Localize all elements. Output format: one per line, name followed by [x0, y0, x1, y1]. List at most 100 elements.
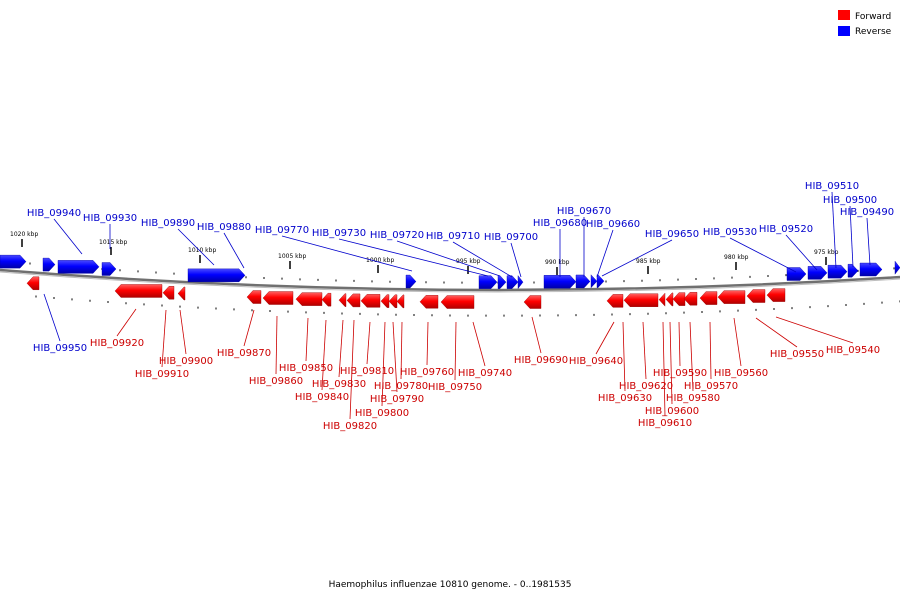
gene-label[interactable]: HIB_09860 — [249, 376, 303, 387]
legend-forward-swatch — [838, 10, 850, 20]
gene-label[interactable]: HIB_09530 — [703, 227, 757, 238]
gene-label[interactable]: HIB_09630 — [598, 393, 652, 404]
reverse-gene-feature[interactable] — [478, 275, 498, 289]
gene-label[interactable]: HIB_09540 — [826, 345, 880, 356]
gene-label[interactable]: HIB_09560 — [714, 368, 768, 379]
gene-label[interactable]: HIB_09780 — [374, 381, 428, 392]
gene-label[interactable]: HIB_09850 — [279, 363, 333, 374]
reverse-gene-feature[interactable] — [187, 268, 246, 283]
forward-gene-feature[interactable] — [321, 292, 332, 307]
gene-label[interactable]: HIB_09910 — [135, 369, 189, 380]
gene-label-connector — [689, 321, 694, 392]
gene-label[interactable]: HIB_09620 — [619, 381, 673, 392]
gene-label[interactable]: HIB_09710 — [426, 231, 480, 242]
forward-gene-feature[interactable] — [658, 292, 666, 307]
gene-label[interactable]: HIB_09660 — [586, 219, 640, 230]
forward-gene-feature[interactable] — [683, 292, 698, 306]
forward-gene-feature[interactable] — [114, 284, 163, 298]
gene-label[interactable]: HIB_09610 — [638, 418, 692, 429]
gene-label[interactable]: HIB_09950 — [33, 343, 87, 354]
reverse-gene-feature[interactable] — [786, 267, 807, 281]
reverse-gene-feature[interactable] — [57, 260, 100, 274]
gene-label[interactable]: HIB_09930 — [83, 213, 137, 224]
gene-label[interactable]: HIB_09720 — [370, 230, 424, 241]
scale-tick-label: 985 kbp — [636, 258, 661, 265]
gene-label[interactable]: HIB_09750 — [428, 382, 482, 393]
forward-gene-feature[interactable] — [388, 294, 398, 308]
gene-label[interactable]: HIB_09640 — [569, 356, 623, 367]
reverse-gene-feature[interactable] — [405, 274, 417, 289]
gene-label[interactable]: HIB_09590 — [653, 368, 707, 379]
reverse-gene-feature[interactable] — [543, 275, 577, 289]
gene-label[interactable]: HIB_09500 — [823, 195, 877, 206]
reverse-gene-feature[interactable] — [894, 260, 900, 275]
gene-label[interactable]: HIB_09740 — [458, 368, 512, 379]
gene-label[interactable]: HIB_09730 — [312, 228, 366, 239]
gene-label[interactable]: HIB_09700 — [484, 232, 538, 243]
forward-gene-feature[interactable] — [746, 289, 766, 303]
gene-label-connector — [662, 321, 666, 417]
reverse-gene-feature[interactable] — [497, 275, 507, 289]
forward-gene-feature[interactable] — [162, 286, 175, 300]
reverse-gene-feature[interactable] — [859, 262, 883, 277]
reverse-gene-feature[interactable] — [847, 263, 859, 278]
reverse-gene-feature[interactable] — [827, 264, 848, 279]
forward-gene-feature[interactable] — [606, 294, 624, 308]
reverse-gene-feature[interactable] — [101, 262, 117, 276]
forward-gene-feature[interactable] — [380, 294, 390, 308]
gene-label[interactable]: HIB_09510 — [805, 181, 859, 192]
gene-label[interactable]: HIB_09670 — [557, 206, 611, 217]
forward-gene-feature[interactable] — [246, 290, 262, 304]
gene-label[interactable]: HIB_09650 — [645, 229, 699, 240]
forward-gene-feature[interactable] — [295, 292, 323, 306]
scale-tick-label: 980 kbp — [724, 254, 749, 261]
gene-label[interactable]: HIB_09680 — [533, 218, 587, 229]
gene-label[interactable]: HIB_09770 — [255, 225, 309, 236]
gene-label[interactable]: HIB_09790 — [370, 394, 424, 405]
gene-label[interactable]: HIB_09810 — [340, 366, 394, 377]
forward-gene-feature[interactable] — [440, 295, 475, 309]
gene-label[interactable]: HIB_09840 — [295, 392, 349, 403]
forward-gene-feature[interactable] — [766, 288, 786, 302]
reverse-gene-feature[interactable] — [590, 274, 598, 289]
gene-label[interactable]: HIB_09690 — [514, 355, 568, 366]
gene-label[interactable]: HIB_09550 — [770, 349, 824, 360]
gene-label[interactable]: HIB_09520 — [759, 224, 813, 235]
forward-gene-feature[interactable] — [26, 276, 40, 290]
gene-label[interactable]: HIB_09490 — [840, 207, 894, 218]
reverse-gene-feature[interactable] — [42, 257, 56, 272]
reverse-gene-feature[interactable] — [807, 266, 828, 280]
gene-label[interactable]: HIB_09760 — [400, 367, 454, 378]
gene-label[interactable]: HIB_09800 — [355, 408, 409, 419]
forward-gene-feature[interactable] — [699, 291, 718, 305]
gene-label[interactable]: HIB_09570 — [684, 381, 738, 392]
gene-label[interactable]: HIB_09870 — [217, 348, 271, 359]
forward-gene-feature[interactable] — [665, 292, 674, 307]
reverse-gene-feature[interactable] — [517, 275, 524, 290]
gene-label[interactable]: HIB_09900 — [159, 356, 213, 367]
forward-gene-feature[interactable] — [177, 286, 186, 301]
gene-label[interactable]: HIB_09920 — [90, 338, 144, 349]
reverse-gene-feature[interactable] — [0, 254, 27, 269]
forward-gene-feature[interactable] — [262, 291, 294, 305]
gene-label[interactable]: HIB_09880 — [197, 222, 251, 233]
gene-label[interactable]: HIB_09580 — [666, 393, 720, 404]
forward-gene-feature[interactable] — [338, 293, 347, 307]
forward-gene-feature[interactable] — [672, 292, 686, 306]
gene-label[interactable]: HIB_09830 — [312, 379, 366, 390]
forward-gene-feature[interactable] — [419, 295, 439, 309]
gene-label[interactable]: HIB_09890 — [141, 218, 195, 229]
forward-gene-feature[interactable] — [717, 290, 746, 304]
forward-gene-feature[interactable] — [396, 294, 405, 309]
reverse-gene-feature[interactable] — [575, 274, 591, 289]
forward-gene-feature[interactable] — [360, 294, 381, 308]
forward-gene-feature[interactable] — [523, 295, 542, 309]
gene-label[interactable]: HIB_09940 — [27, 208, 81, 219]
gene-label-connector — [831, 191, 837, 269]
reverse-gene-feature[interactable] — [506, 275, 519, 289]
forward-gene-feature[interactable] — [346, 293, 361, 308]
reverse-gene-feature[interactable] — [596, 274, 605, 288]
forward-gene-feature[interactable] — [623, 293, 659, 307]
gene-label[interactable]: HIB_09600 — [645, 406, 699, 417]
gene-label[interactable]: HIB_09820 — [323, 421, 377, 432]
